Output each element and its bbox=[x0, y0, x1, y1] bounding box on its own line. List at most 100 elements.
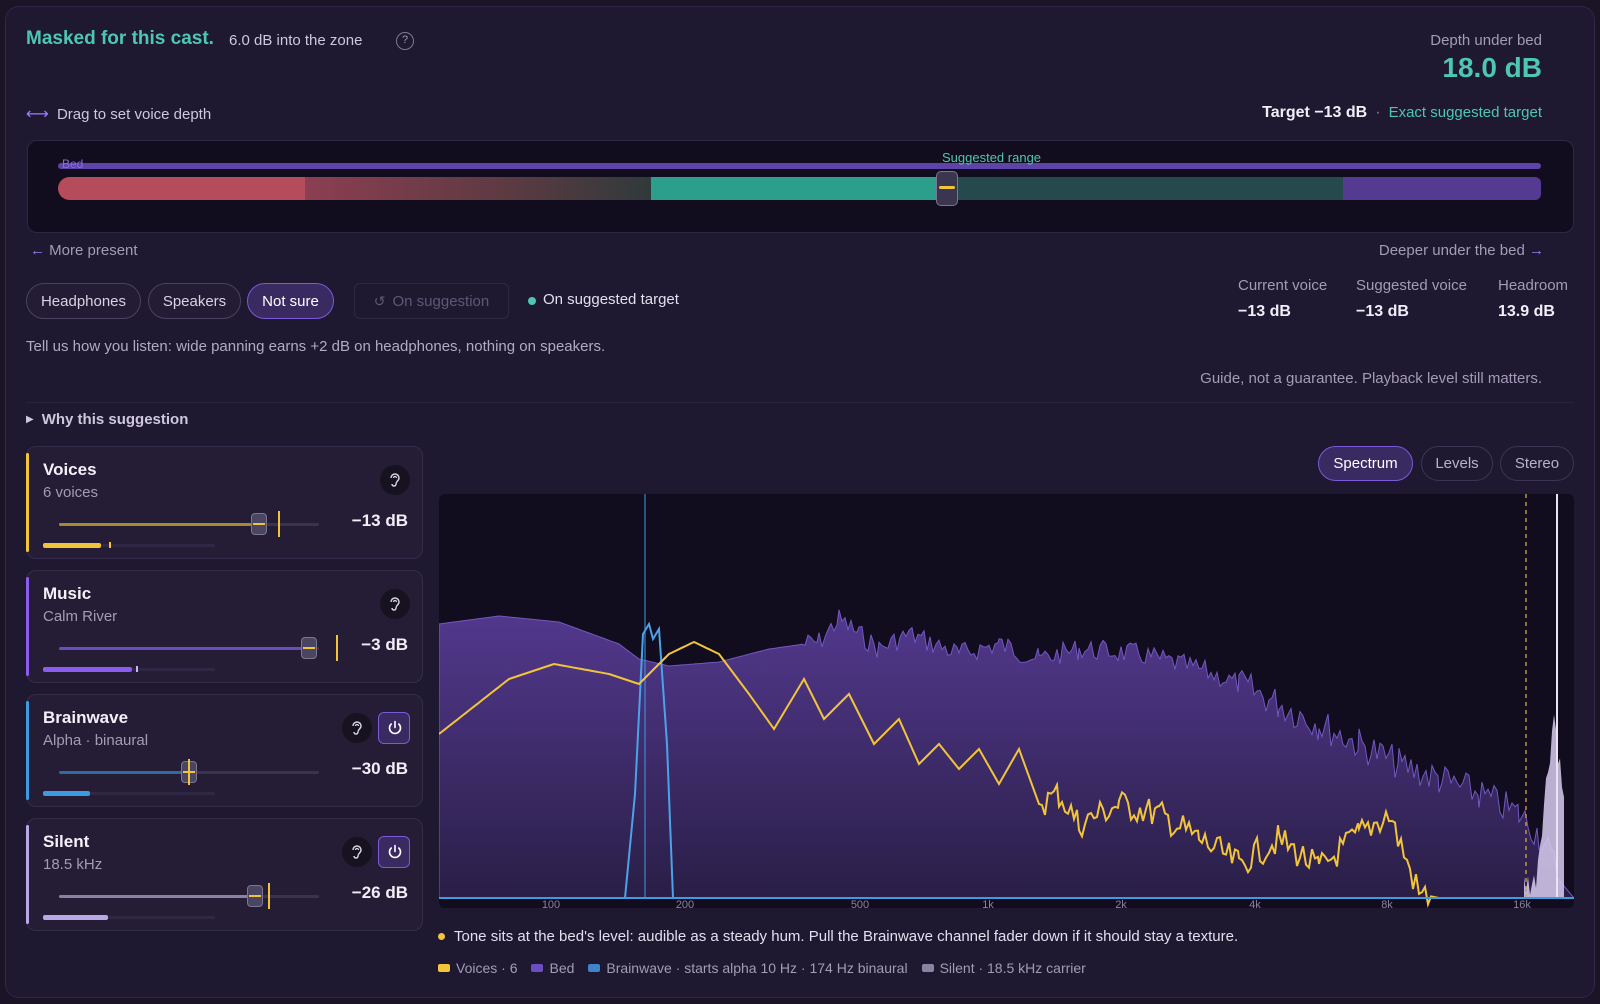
on-suggestion-label: On suggestion bbox=[392, 292, 490, 310]
channel-sub: 6 voices bbox=[43, 484, 99, 501]
stat-headroom: Headroom 13.9 dB bbox=[1498, 277, 1568, 321]
meter-fill bbox=[43, 543, 101, 548]
track-zone-suggested bbox=[651, 177, 937, 200]
legend-item: Silent · 18.5 kHz carrier bbox=[921, 960, 1086, 976]
voice-spectrum-line bbox=[439, 640, 1574, 908]
spectrum-note: Tone sits at the bed's level: audible as… bbox=[438, 928, 1238, 945]
track-zone-transition bbox=[305, 177, 652, 200]
power-icon bbox=[388, 844, 402, 859]
fader-fill bbox=[59, 523, 259, 526]
stat-value: −13 dB bbox=[1238, 303, 1291, 320]
fader-target-mark bbox=[188, 759, 190, 785]
brainwave-spectrum-line bbox=[439, 621, 1574, 899]
track-zone-bed bbox=[1343, 177, 1541, 200]
channel-color-bar bbox=[26, 577, 29, 676]
fader-knob[interactable] bbox=[251, 513, 267, 535]
meter-track bbox=[43, 916, 215, 919]
fader-fill bbox=[59, 895, 249, 898]
divider bbox=[26, 402, 1574, 403]
ear-icon[interactable] bbox=[380, 465, 410, 495]
exact-target-link[interactable]: Exact suggested target bbox=[1388, 104, 1542, 121]
stat-label: Current voice bbox=[1238, 277, 1328, 294]
meter-peak bbox=[109, 542, 111, 548]
stat-value: 13.9 dB bbox=[1498, 303, 1555, 320]
status-dot bbox=[528, 297, 536, 305]
power-toggle-button[interactable] bbox=[378, 712, 410, 744]
status-headline: Masked for this cast. bbox=[26, 28, 214, 49]
frequency-ticks: 100 200 500 1k 2k 4k 8k 16k bbox=[542, 899, 1532, 908]
legend-item: Voices · 6 bbox=[438, 960, 517, 976]
fader-knob[interactable] bbox=[247, 885, 263, 907]
depth-slider-handle[interactable] bbox=[936, 171, 958, 206]
channel-card-brainwave: Brainwave Alpha · binaural −30 dB bbox=[26, 694, 423, 807]
channel-name: Voices bbox=[43, 460, 97, 479]
arrow-left-icon: ← bbox=[30, 242, 45, 259]
frequency-tick-label: 16k bbox=[1513, 899, 1531, 908]
frequency-tick-label: 4k bbox=[1249, 899, 1261, 908]
channel-name: Silent bbox=[43, 832, 90, 851]
spectrum-legend: Voices · 6 Bed Brainwave · starts alpha … bbox=[438, 960, 1086, 976]
target-row: Target −13 dB · Exact suggested target bbox=[1262, 104, 1542, 122]
listen-speakers-button[interactable]: Speakers bbox=[148, 283, 241, 319]
drag-hint: ⟷ Drag to set voice depth bbox=[26, 104, 211, 124]
stat-label: Headroom bbox=[1498, 277, 1569, 294]
fader-target-mark bbox=[336, 635, 338, 661]
status-subline: 6.0 dB into the zone bbox=[229, 32, 363, 49]
guide-note: Guide, not a guarantee. Playback level s… bbox=[1200, 370, 1542, 387]
meter-peak bbox=[136, 666, 138, 672]
reset-icon: ↺ bbox=[373, 292, 386, 309]
channel-sub: Alpha · binaural bbox=[43, 732, 149, 749]
help-icon[interactable]: ? bbox=[396, 32, 414, 50]
power-icon bbox=[388, 720, 402, 735]
silent-carrier-spike bbox=[1524, 714, 1564, 898]
track-zone-present bbox=[58, 177, 306, 200]
ear-icon[interactable] bbox=[380, 589, 410, 619]
fader-target-mark bbox=[278, 511, 280, 537]
note-bullet bbox=[438, 933, 445, 940]
track-zone-deep bbox=[937, 177, 1344, 200]
why-suggestion-toggle[interactable]: ▶ Why this suggestion bbox=[26, 411, 188, 428]
power-toggle-button[interactable] bbox=[378, 836, 410, 868]
stat-label: Suggested voice bbox=[1356, 277, 1467, 294]
bed-line bbox=[58, 163, 1541, 169]
frequency-tick-label: 100 bbox=[542, 899, 560, 908]
channel-color-bar bbox=[26, 701, 29, 800]
listen-headphones-button[interactable]: Headphones bbox=[26, 283, 141, 319]
channel-card-silent: Silent 18.5 kHz −26 dB bbox=[26, 818, 423, 931]
channel-card-voices: Voices 6 voices −13 dB bbox=[26, 446, 423, 559]
fader-fill bbox=[59, 647, 309, 650]
frequency-tick-label: 200 bbox=[676, 899, 694, 908]
tab-stereo[interactable]: Stereo bbox=[1500, 446, 1574, 481]
why-suggestion-label: Why this suggestion bbox=[41, 411, 189, 428]
channel-name: Brainwave bbox=[43, 708, 129, 727]
meter-fill bbox=[43, 667, 132, 672]
deeper-hint: Deeper under the bed → bbox=[1379, 242, 1544, 259]
listen-not-sure-button[interactable]: Not sure bbox=[247, 283, 334, 319]
frequency-tick-label: 500 bbox=[851, 899, 869, 908]
channel-name: Music bbox=[43, 584, 92, 603]
horizontal-arrows-icon: ⟷ bbox=[26, 106, 49, 123]
stat-suggested-voice: Suggested voice −13 dB bbox=[1356, 277, 1467, 321]
tab-levels[interactable]: Levels bbox=[1421, 446, 1493, 481]
tab-spectrum[interactable]: Spectrum bbox=[1318, 446, 1413, 481]
meter-fill bbox=[43, 915, 108, 920]
frequency-tick-label: 1k bbox=[982, 899, 994, 908]
ear-icon[interactable] bbox=[342, 837, 372, 867]
stat-value: −13 dB bbox=[1356, 303, 1409, 320]
more-present-hint: ← More present bbox=[30, 242, 138, 259]
legend-item: Bed bbox=[531, 960, 574, 976]
channel-db: −30 dB bbox=[351, 759, 408, 778]
ear-icon[interactable] bbox=[342, 713, 372, 743]
on-suggestion-button[interactable]: ↺ On suggestion bbox=[354, 283, 509, 319]
target-value: Target −13 dB bbox=[1262, 104, 1368, 121]
fader-knob[interactable] bbox=[301, 637, 317, 659]
disclosure-triangle-icon: ▶ bbox=[26, 414, 34, 425]
suggested-range-label: Suggested range bbox=[942, 150, 1042, 165]
channel-sub: 18.5 kHz bbox=[43, 856, 103, 873]
more-present-text: More present bbox=[49, 242, 138, 259]
depth-value: 18.0 dB bbox=[1442, 52, 1542, 83]
channel-db: −3 dB bbox=[361, 635, 408, 654]
listen-hint: Tell us how you listen: wide panning ear… bbox=[26, 338, 606, 355]
depth-label: Depth under bed bbox=[1430, 32, 1542, 49]
stat-current-voice: Current voice −13 dB bbox=[1238, 277, 1327, 321]
